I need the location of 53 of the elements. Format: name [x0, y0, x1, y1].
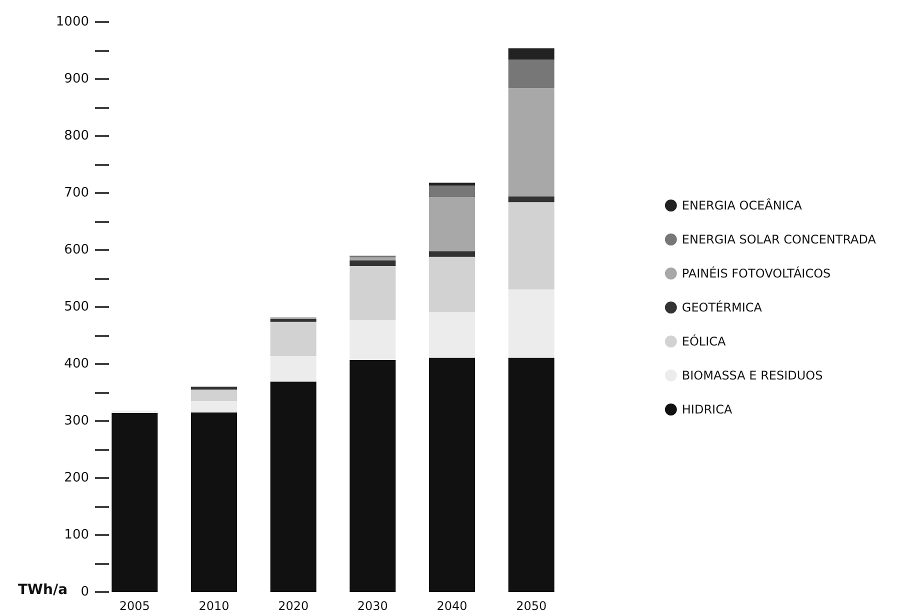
bar: [112, 413, 158, 592]
x-tick-label: 2020: [278, 599, 309, 613]
bar: [191, 390, 237, 402]
y-tick-label: 1000: [56, 14, 89, 30]
legend-label: ENERGIA OCEÂNICA: [682, 198, 803, 212]
bar: [429, 196, 475, 252]
bar: [429, 358, 475, 592]
legend-label: HIDRICA: [682, 402, 733, 416]
x-tick-label: 2040: [436, 599, 468, 613]
bar: [350, 266, 396, 320]
bar: [350, 320, 396, 360]
bar: [270, 356, 316, 382]
y-tick-label: 400: [64, 356, 89, 372]
y-tick-label: 0: [80, 584, 89, 600]
y-tick-label: 900: [64, 72, 89, 86]
x-tick-label: 2010: [198, 599, 230, 613]
bar: [191, 412, 237, 592]
bar: [112, 410, 158, 414]
y-tick-label: 700: [64, 186, 89, 200]
bar: [508, 358, 554, 592]
bar: [270, 318, 316, 322]
bar: [429, 251, 475, 257]
x-tick-label: 2050: [516, 599, 547, 613]
bar: [350, 257, 396, 260]
y-tick-label: 600: [64, 242, 89, 258]
bar: [508, 48, 554, 60]
y-tick-label: 100: [64, 528, 89, 542]
x-tick-label: 2030: [357, 599, 388, 613]
bar: [508, 60, 554, 88]
bar: [350, 260, 396, 266]
legend-label: ENERGIA SOLAR CONCENTRADA: [682, 232, 877, 246]
bar: [429, 312, 475, 358]
y-tick-label: 200: [64, 470, 89, 486]
bar: [429, 182, 475, 186]
bar: [508, 289, 554, 358]
legend-label: PAINÉIS FOTOVOLTÁICOS: [682, 266, 831, 280]
legend-label: EÓLICA: [682, 334, 727, 348]
bar: [270, 382, 316, 592]
bar: [191, 401, 237, 412]
x-tick-label: 2005: [119, 599, 150, 613]
y-tick-label: 800: [64, 128, 89, 144]
bar: [350, 360, 396, 592]
bar: [429, 256, 475, 312]
bar: [508, 202, 554, 290]
bar: [429, 186, 475, 197]
y-tick-label: 500: [64, 300, 89, 314]
y-axis-title: TWh/a: [18, 582, 68, 598]
bar: [508, 88, 554, 196]
legend-label: BIOMASSA E RESIDUOS: [682, 368, 823, 382]
y-tick-label: 300: [64, 414, 89, 428]
bar: [508, 196, 554, 202]
bar: [270, 322, 316, 356]
legend-label: GEOTÉRMICA: [682, 300, 763, 314]
